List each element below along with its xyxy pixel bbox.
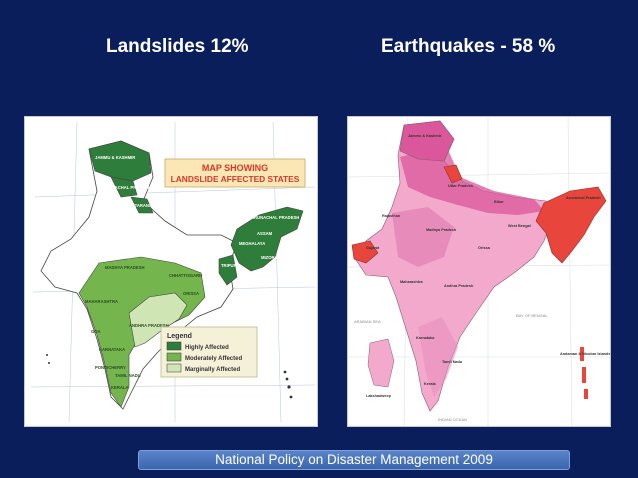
legend-label-moderately: Moderately Affected [185, 356, 242, 362]
legend-label-highly: Highly Affected [185, 345, 229, 351]
region-marginally-affected [128, 292, 188, 348]
eq-label-wb: West Bengal [508, 224, 531, 228]
region-northeast [230, 206, 304, 272]
landslide-map-graphic: MAP SHOWING LANDSLIDE AFFECTED STATES JA… [30, 121, 316, 423]
landslides-heading: Landslides 12% [106, 36, 249, 57]
eq-label-bay: BAY OF BENGAL [516, 313, 548, 318]
state-label-tr: TRIPURA [221, 263, 240, 268]
eq-zone-mid-2 [392, 207, 454, 267]
legend-swatch-moderately [166, 352, 182, 362]
state-label-pd: PONDICHERRY [95, 365, 126, 370]
eq-label-or: Orissa [478, 246, 491, 250]
earthquakes-heading: Earthquakes - 58 % [381, 36, 556, 57]
state-label-ap: ANDHRA PRADESH [129, 323, 169, 328]
eq-label-mh: Maharashtra [400, 280, 423, 284]
state-label-jk: JAMMU & KASHMIR [95, 155, 135, 160]
legend-swatch-marginally [166, 363, 182, 373]
region-himachal [110, 176, 138, 198]
state-label-ka: KARNATAKA [99, 347, 125, 352]
state-label-as: ASSAM [257, 231, 273, 236]
eq-label-ar: Arunachal Pradesh [566, 196, 601, 200]
state-label-kl: KERALA [111, 385, 128, 390]
state-label-ar: ARUNACHAL PRADESH [251, 215, 299, 220]
state-label-or: ORISSA [183, 291, 199, 296]
eq-zone-mid [400, 145, 544, 215]
legend-label-marginally: Marginally Affected [185, 367, 240, 373]
state-label-tn: TAMIL NADU [115, 373, 141, 378]
state-label-mp: MADHYA PRADESH [105, 265, 144, 270]
eq-label-kl: Kerala [424, 382, 436, 386]
map-title-line1: MAP SHOWING [202, 163, 268, 173]
state-label-hp: HIMACHAL PRADESH [107, 185, 151, 190]
legend-swatch-highly [166, 341, 182, 351]
eq-label-tn: Tamil Nadu [442, 360, 463, 364]
state-label-cg: CHHATTISGARH [169, 273, 202, 278]
landslide-map: MAP SHOWING LANDSLIDE AFFECTED STATES JA… [24, 116, 318, 427]
eq-zone-uk [443, 164, 463, 184]
eq-label-ocean: INDIAN OCEAN [438, 417, 467, 422]
eq-label-guj: Gujarat [366, 246, 380, 250]
eq-label-bh: Bihar [494, 200, 504, 204]
eq-zone-northeast [535, 186, 607, 264]
region-tripura-mizoram [218, 254, 238, 286]
eq-label-raj: Rajasthan [382, 214, 401, 218]
earthquake-map: Jammu & Kashmir Rajasthan Madhya Pradesh… [347, 116, 611, 427]
eq-label-arab: ARABIAN SEA [354, 319, 381, 324]
state-label-mh: MAHARASHTRA [85, 299, 118, 304]
region-jammu-kashmir [88, 140, 152, 182]
eq-label-jk: Jammu & Kashmir [408, 134, 442, 138]
eq-label-up: Uttar Pradesh [448, 184, 474, 188]
eq-label-ld: Lakshadweep [366, 394, 392, 398]
eq-label-ka: Karnataka [416, 336, 435, 340]
state-label-mg: MEGHALAYA [239, 241, 265, 246]
state-label-go: GOA [91, 329, 101, 334]
map-title-line2: LANDSLIDE AFFECTED STATES [171, 174, 300, 184]
earthquake-map-graphic: Jammu & Kashmir Rajasthan Madhya Pradesh… [348, 117, 610, 426]
state-label-uk: UTTARANCHAL [129, 203, 161, 208]
eq-lakshadweep [367, 338, 395, 388]
map-title-box [164, 158, 306, 188]
eq-zone-mid-3 [418, 317, 458, 397]
eq-label-an: Andaman & Nicobar Islands [560, 352, 610, 356]
eq-zone-jk [399, 120, 455, 162]
eq-zone-kutch [351, 240, 379, 264]
region-uttaranchal [130, 196, 154, 214]
eq-label-mp: Madhya Pradesh [426, 228, 457, 232]
eq-label-ap: Andhra Pradesh [444, 284, 474, 288]
source-caption: National Policy on Disaster Management 2… [138, 450, 570, 470]
islands [46, 354, 293, 399]
state-label-mz: MIZORAM [261, 255, 282, 260]
legend-title: Legend [167, 333, 192, 340]
map-legend: Legend Highly Affected Moderately Affect… [160, 326, 258, 378]
eq-andaman-islands [580, 347, 588, 399]
